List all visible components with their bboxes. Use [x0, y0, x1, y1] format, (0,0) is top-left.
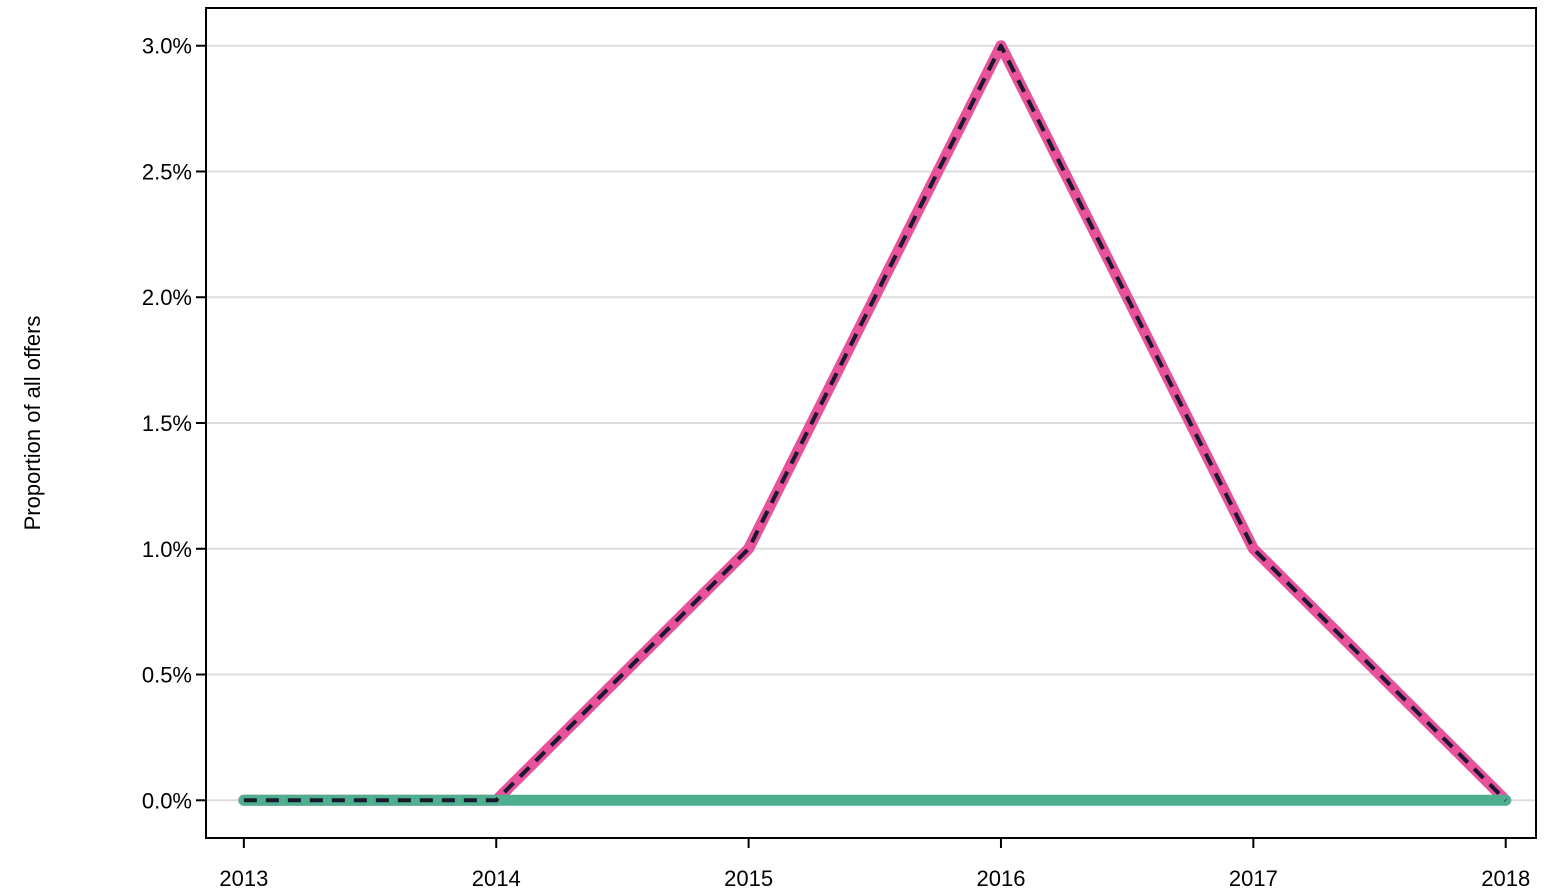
y-tick-label: 1.5%: [142, 411, 192, 436]
gridlines: [206, 44, 1536, 802]
x-tick-label: 2014: [472, 866, 521, 891]
series-layer: [238, 40, 1512, 806]
y-tick-label: 1.0%: [142, 537, 192, 562]
x-tick-label: 2018: [1481, 866, 1530, 891]
y-tick-label: 3.0%: [142, 34, 192, 59]
y-axis-label: Proportion of all offers: [20, 316, 45, 531]
x-tick-label: 2013: [219, 866, 268, 891]
x-tick-label: 2016: [976, 866, 1025, 891]
x-tick-label: 2017: [1229, 866, 1278, 891]
y-tick-label: 2.5%: [142, 159, 192, 184]
x-tick-label: 2015: [724, 866, 773, 891]
axis-ticks: 0.0% 0.5% 1.0% 1.5% 2.0% 2.5% 3.0% 2013 2014 2015…: [142, 34, 1530, 891]
series-line-3: [243, 43, 1508, 803]
y-tick-label: 2.0%: [142, 285, 192, 310]
y-tick-label: 0.5%: [142, 663, 192, 688]
y-tick-label: 0.0%: [142, 788, 192, 813]
